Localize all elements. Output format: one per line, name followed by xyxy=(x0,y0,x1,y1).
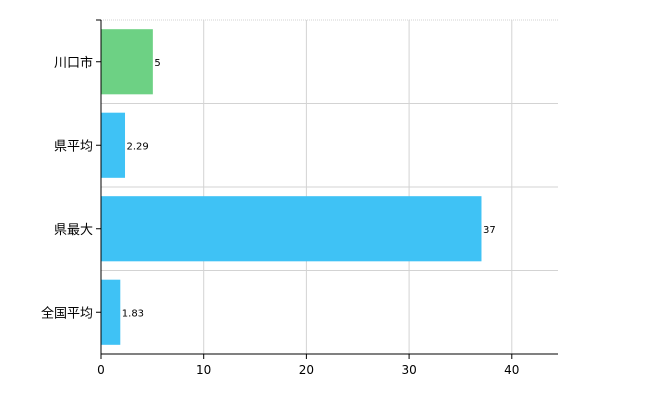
category-label: 県最大 xyxy=(54,223,93,238)
x-tick-label: 30 xyxy=(401,363,416,377)
category-label: 全国平均 xyxy=(41,305,93,321)
grid-lines xyxy=(101,19,558,355)
axes xyxy=(96,19,558,359)
data-label: 1.83 xyxy=(122,308,144,319)
bar-4 xyxy=(101,279,121,345)
data-label: 37 xyxy=(483,225,496,236)
bar-3 xyxy=(101,196,482,262)
x-tick-label: 0 xyxy=(97,363,105,377)
bar-2 xyxy=(101,112,126,178)
x-tick-label: 20 xyxy=(299,363,314,377)
x-tick-label: 40 xyxy=(504,363,519,377)
category-label: 県平均 xyxy=(54,139,93,154)
bar-1 xyxy=(101,29,153,95)
data-label: 2.29 xyxy=(127,141,149,152)
bars xyxy=(101,29,482,345)
data-label: 5 xyxy=(154,58,160,69)
category-label: 川口市 xyxy=(54,55,93,71)
labels: 川口市 5 県平均 2.29 県最大 37 全国平均 1.83 0 10 20 30 40 xyxy=(41,55,519,377)
x-tick-label: 10 xyxy=(196,363,211,377)
